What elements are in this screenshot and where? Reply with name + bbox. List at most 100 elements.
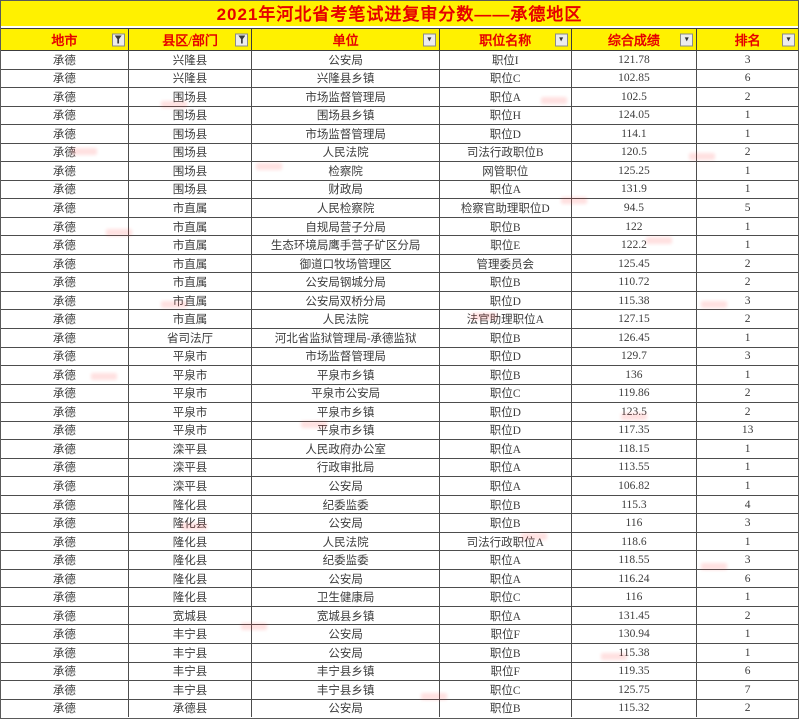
cell-county-department: 围场县	[129, 125, 253, 143]
cell-city: 承德	[1, 421, 129, 440]
cell-position-name: 职位B	[440, 495, 572, 514]
table-row: 承德 围场县 市场监督管理局 职位D 114.1 1	[1, 125, 798, 144]
cell-composite-score: 114.1	[572, 125, 698, 143]
table-row: 承德 围场县 检察院 网管职位 125.25 1	[1, 162, 798, 181]
cell-unit: 纪委监委	[252, 495, 440, 514]
cell-unit: 围场县乡镇	[252, 106, 440, 125]
cell-county-department: 围场县	[129, 106, 253, 125]
cell-rank: 1	[744, 183, 751, 196]
cell-unit: 自规局营子分局	[252, 217, 440, 236]
cell-rank: 3	[744, 53, 751, 66]
cell-position-name: 职位A	[440, 440, 572, 458]
table-header-row: 地市 ▾ 县区/部门 ▾ 单位 ▾ 职位名称 ▾ 综合成绩 ▾	[1, 28, 798, 51]
cell-composite-score: 115.3	[572, 495, 698, 514]
cell-position-name: 管理委员会	[440, 254, 572, 273]
filter-button-active[interactable]: ▾	[111, 33, 125, 46]
cell-county-department: 平泉市	[129, 384, 253, 403]
cell-city: 承德	[1, 514, 129, 532]
cell-city: 承德	[1, 199, 129, 217]
cell-county-department: 市直属	[129, 254, 253, 273]
table-row: 承德 平泉市 平泉市乡镇 职位B 136 1	[1, 366, 798, 385]
column-header-label: 职位名称	[479, 33, 532, 48]
table-row: 承德 省司法厅 河北省监狱管理局-承德监狱 职位B 126.45 1	[1, 328, 798, 348]
cell-unit: 人民检察院	[252, 199, 440, 217]
cell-rank: 1	[744, 368, 751, 381]
cell-position-name: 职位E	[440, 236, 572, 254]
cell-unit: 市场监督管理局	[252, 347, 440, 366]
filter-dropdown-button[interactable]: ▾	[422, 33, 436, 46]
cell-city: 承德	[1, 606, 129, 625]
filter-dropdown-button[interactable]: ▾	[554, 33, 568, 46]
cell-county-department: 丰宁县	[129, 681, 253, 699]
cell-rank: 1	[744, 628, 751, 641]
cell-city: 承德	[1, 662, 129, 681]
cell-city: 承德	[1, 273, 129, 291]
cell-unit: 人民政府办公室	[252, 440, 440, 458]
cell-position-name: 职位B	[440, 514, 572, 532]
table-row: 承德 隆化县 公安局 职位B 116 3	[1, 514, 798, 533]
cell-county-department: 平泉市	[129, 421, 253, 440]
cell-rank: 1	[744, 220, 751, 233]
cell-city: 承德	[1, 347, 129, 366]
cell-city: 承德	[1, 588, 129, 606]
cell-city: 承德	[1, 681, 129, 699]
table-row: 承德 围场县 市场监督管理局 职位A 102.5 2	[1, 88, 798, 107]
cell-composite-score: 102.5	[572, 88, 698, 106]
dropdown-arrow-icon: ▾	[559, 34, 564, 44]
table-row: 承德 滦平县 行政审批局 职位A 113.55 1	[1, 458, 798, 478]
column-header: 县区/部门 ▾	[129, 29, 253, 50]
cell-county-department: 围场县	[129, 88, 253, 106]
cell-composite-score: 126.45	[572, 328, 698, 347]
cell-county-department: 平泉市	[129, 403, 253, 421]
cell-city: 承德	[1, 699, 129, 718]
table-row: 承德 市直属 御道口牧场管理区 管理委员会 125.45 2	[1, 254, 798, 274]
cell-position-name: 职位C	[440, 681, 572, 699]
column-header: 排名 ▾	[697, 29, 798, 50]
table-row: 承德 滦平县 公安局 职位A 106.82 1	[1, 477, 798, 496]
cell-rank: 3	[744, 554, 751, 567]
cell-position-name: 职位A	[440, 458, 572, 477]
cell-rank: 2	[744, 146, 751, 159]
cell-composite-score: 115.38	[572, 644, 698, 662]
cell-composite-score: 136	[572, 366, 698, 384]
table-row: 承德 丰宁县 公安局 职位B 115.38 1	[1, 644, 798, 663]
cell-city: 承德	[1, 366, 129, 384]
cell-county-department: 平泉市	[129, 366, 253, 384]
cell-city: 承德	[1, 125, 129, 143]
cell-composite-score: 131.9	[572, 180, 698, 199]
cell-county-department: 市直属	[129, 217, 253, 236]
cell-rank: 1	[744, 442, 751, 455]
cell-city: 承德	[1, 644, 129, 662]
cell-county-department: 滦平县	[129, 477, 253, 495]
cell-unit: 公安局	[252, 514, 440, 532]
table-row: 承德 隆化县 纪委监委 职位B 115.3 4	[1, 495, 798, 515]
cell-unit: 市场监督管理局	[252, 88, 440, 106]
cell-unit: 公安局钢城分局	[252, 273, 440, 291]
cell-city: 承德	[1, 291, 129, 310]
column-header-label: 排名	[734, 33, 761, 48]
filter-dropdown-button[interactable]: ▾	[680, 33, 694, 46]
cell-city: 承德	[1, 162, 129, 180]
cell-county-department: 平泉市	[129, 347, 253, 366]
cell-unit: 公安局	[252, 699, 440, 718]
filter-button-active[interactable]: ▾	[235, 33, 249, 46]
table-row: 承德 隆化县 卫生健康局 职位C 116 1	[1, 588, 798, 607]
cell-unit: 市场监督管理局	[252, 125, 440, 143]
table-row: 承德 隆化县 公安局 职位A 116.24 6	[1, 569, 798, 589]
cell-composite-score: 118.55	[572, 551, 698, 569]
cell-county-department: 滦平县	[129, 440, 253, 458]
cell-county-department: 围场县	[129, 162, 253, 180]
cell-county-department: 市直属	[129, 236, 253, 254]
cell-position-name: 司法行政职位B	[440, 143, 572, 162]
cell-composite-score: 125.75	[572, 681, 698, 699]
cell-city: 承德	[1, 69, 129, 88]
cell-unit: 平泉市乡镇	[252, 421, 440, 440]
table-row: 承德 丰宁县 丰宁县乡镇 职位C 125.75 7	[1, 681, 798, 700]
cell-position-name: 职位B	[440, 699, 572, 718]
cell-position-name: 网管职位	[440, 162, 572, 180]
filter-dropdown-button[interactable]: ▾	[782, 33, 796, 46]
cell-unit: 行政审批局	[252, 458, 440, 477]
cell-position-name: 职位C	[440, 384, 572, 403]
table-row: 承德 兴隆县 兴隆县乡镇 职位C 102.85 6	[1, 69, 798, 89]
dropdown-arrow-icon: ▾	[427, 34, 432, 44]
